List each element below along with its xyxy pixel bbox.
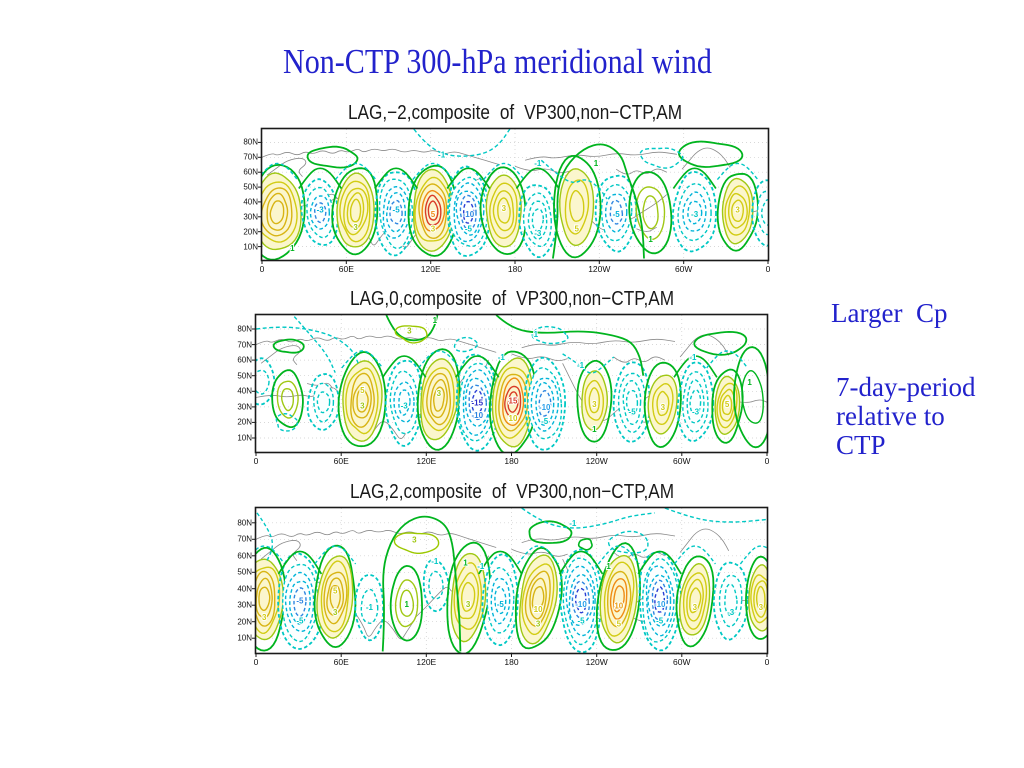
- svg-text:-5: -5: [497, 600, 505, 609]
- svg-text:1: 1: [433, 316, 438, 325]
- svg-text:-3: -3: [691, 210, 699, 219]
- svg-text:1: 1: [747, 378, 752, 387]
- svg-text:-1: -1: [689, 353, 697, 362]
- svg-text:5: 5: [725, 400, 730, 409]
- svg-text:3: 3: [661, 403, 666, 412]
- svg-text:-1: -1: [438, 150, 446, 159]
- svg-text:3: 3: [759, 603, 764, 612]
- svg-text:-10: -10: [472, 411, 484, 420]
- svg-text:-5: -5: [296, 597, 304, 606]
- svg-text:-10: -10: [575, 600, 587, 609]
- svg-text:-1: -1: [569, 519, 577, 528]
- svg-text:3: 3: [412, 536, 417, 545]
- svg-text:1: 1: [594, 159, 599, 168]
- svg-text:3: 3: [353, 223, 358, 232]
- svg-text:5: 5: [574, 225, 579, 234]
- svg-text:10: 10: [614, 602, 623, 611]
- svg-text:-3: -3: [727, 608, 735, 617]
- svg-text:1: 1: [463, 559, 468, 568]
- svg-text:-5: -5: [393, 205, 401, 214]
- svg-text:-5: -5: [541, 417, 549, 426]
- svg-text:-3: -3: [534, 229, 542, 238]
- svg-text:-1: -1: [531, 330, 539, 339]
- svg-text:3: 3: [431, 225, 436, 234]
- svg-text:3: 3: [592, 400, 597, 409]
- svg-text:5: 5: [617, 620, 622, 629]
- svg-text:-1: -1: [577, 361, 585, 370]
- svg-text:10: 10: [509, 414, 518, 423]
- svg-text:1: 1: [592, 425, 597, 434]
- svg-text:-5: -5: [296, 616, 304, 625]
- svg-text:-1: -1: [366, 603, 374, 612]
- svg-text:-5: -5: [656, 616, 664, 625]
- svg-text:3: 3: [735, 205, 740, 214]
- svg-text:1: 1: [290, 244, 295, 253]
- svg-text:5: 5: [431, 210, 436, 219]
- svg-text:-1: -1: [477, 562, 485, 571]
- svg-text:-3: -3: [317, 205, 325, 214]
- svg-text:3: 3: [693, 603, 698, 612]
- svg-text:3: 3: [437, 389, 442, 398]
- svg-text:15: 15: [509, 397, 518, 406]
- svg-text:1: 1: [648, 235, 653, 244]
- svg-text:-5: -5: [465, 225, 473, 234]
- svg-text:3: 3: [360, 401, 365, 410]
- svg-text:10: 10: [534, 605, 543, 614]
- svg-text:-1: -1: [498, 353, 506, 362]
- svg-text:-15: -15: [472, 398, 484, 407]
- svg-text:3: 3: [502, 204, 507, 213]
- svg-text:-10: -10: [539, 403, 551, 412]
- svg-text:-1: -1: [431, 557, 439, 566]
- svg-text:-3: -3: [401, 401, 409, 410]
- svg-text:-1: -1: [534, 159, 542, 168]
- svg-text:3: 3: [262, 613, 267, 622]
- svg-text:5: 5: [360, 386, 365, 395]
- svg-text:1: 1: [606, 562, 611, 571]
- svg-text:-5: -5: [577, 616, 585, 625]
- svg-text:-3: -3: [692, 408, 700, 417]
- svg-text:-10: -10: [463, 210, 475, 219]
- svg-text:-10: -10: [654, 600, 666, 609]
- svg-text:1: 1: [404, 600, 409, 609]
- svg-text:3: 3: [536, 620, 541, 629]
- svg-text:-5: -5: [629, 408, 637, 417]
- svg-text:3: 3: [333, 608, 338, 617]
- svg-text:3: 3: [407, 327, 412, 336]
- svg-text:3: 3: [466, 600, 471, 609]
- svg-text:-5: -5: [613, 210, 621, 219]
- svg-text:5: 5: [333, 587, 338, 596]
